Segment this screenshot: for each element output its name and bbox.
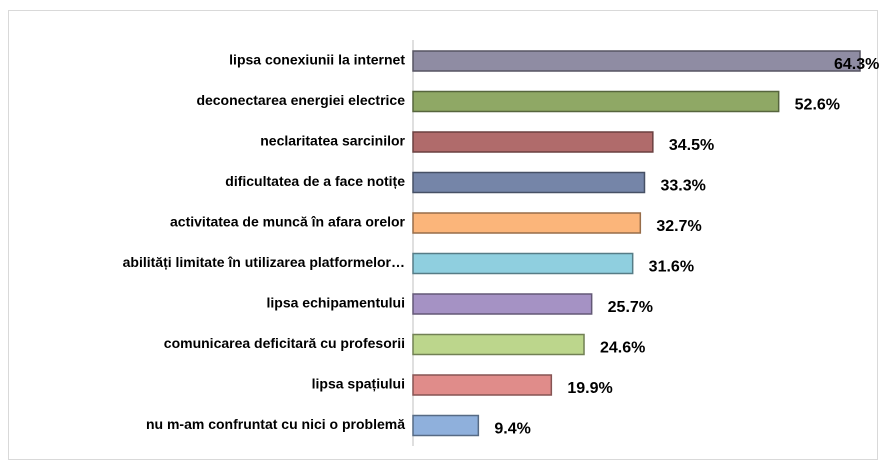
- bar: [412, 171, 646, 194]
- bar: [412, 414, 480, 437]
- category-label: dificultatea de a face notițe: [225, 173, 405, 189]
- value-label: 25.7%: [608, 299, 653, 316]
- value-label: 33.3%: [660, 178, 705, 195]
- value-label: 19.9%: [567, 380, 612, 397]
- category-label: lipsa conexiunii la internet: [229, 52, 405, 68]
- bar: [412, 252, 634, 275]
- value-label: 24.6%: [600, 340, 645, 357]
- value-label: 9.4%: [494, 421, 530, 438]
- bar: [412, 212, 642, 234]
- category-label: lipsa spațiului: [312, 376, 405, 392]
- bar: [412, 90, 780, 113]
- value-label: 52.6%: [795, 97, 840, 114]
- value-label: 31.6%: [649, 259, 694, 276]
- value-label: 64.3%: [834, 56, 879, 73]
- bar: [412, 293, 593, 315]
- category-label: nu m-am confruntat cu nici o problemă: [146, 416, 405, 432]
- category-label: lipsa echipamentului: [267, 295, 405, 311]
- value-label: 34.5%: [669, 137, 714, 154]
- category-label: comunicarea deficitară cu profesorii: [164, 335, 405, 351]
- bar: [412, 333, 585, 356]
- bar: [412, 50, 861, 72]
- category-label: deconectarea energiei electrice: [196, 92, 405, 108]
- bar: [412, 374, 553, 396]
- bar: [412, 131, 654, 153]
- category-label: abilități limitate în utilizarea platfor…: [123, 254, 405, 270]
- value-label: 32.7%: [656, 218, 701, 235]
- category-label: neclaritatea sarcinilor: [260, 133, 405, 149]
- category-label: activitatea de muncă în afara orelor: [170, 214, 406, 230]
